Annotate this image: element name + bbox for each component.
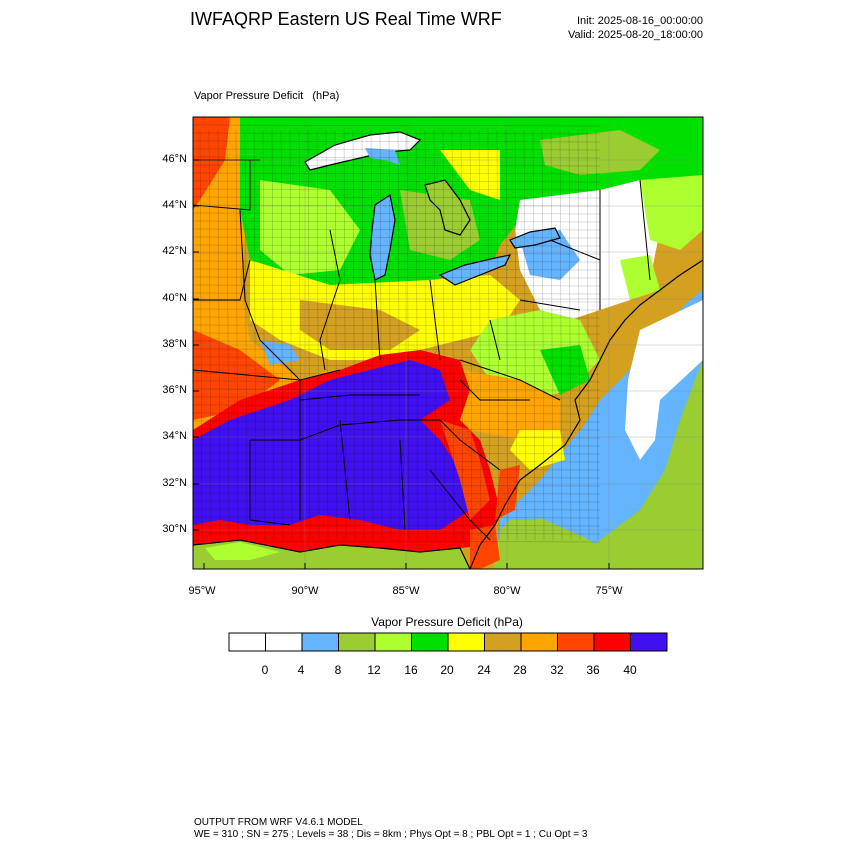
- colorbar-label-16: 16: [404, 663, 418, 677]
- lake-erie: [438, 254, 512, 286]
- gulf-of-mexico: [193, 540, 470, 569]
- lat-label-32n: 32°N: [162, 477, 187, 489]
- valid-time: Valid: 2025-08-20_18:00:00: [568, 29, 703, 41]
- colorbar-box: [447, 632, 485, 652]
- southern-new-england: [620, 255, 660, 300]
- field-label: Vapor Pressure Deficit (hPa): [194, 90, 340, 102]
- colorbar-label-32: 32: [550, 663, 564, 677]
- colorbar-box: [557, 632, 595, 652]
- michigan-yellow: [440, 150, 500, 200]
- ocean-far-east: [560, 360, 703, 569]
- carolinas-orange: [440, 370, 560, 440]
- lon-label-95w: 95°W: [188, 585, 216, 597]
- lon-label-85w: 85°W: [392, 585, 420, 597]
- county-lines: [193, 124, 601, 543]
- colorbar-box: [374, 632, 412, 652]
- lat-label-46n: 46°N: [162, 153, 187, 165]
- graticule: [193, 117, 703, 569]
- florida-panhandle: [470, 525, 500, 569]
- colorbar-box: [411, 632, 449, 652]
- axis-ticks: [193, 159, 610, 569]
- colorbar-box: [301, 632, 339, 652]
- init-time: Init: 2025-08-16_00:00:00: [577, 15, 703, 27]
- colorbar-label-12: 12: [367, 663, 381, 677]
- ontario-olive: [540, 130, 660, 175]
- colorbar-title: Vapor Pressure Deficit (hPa): [371, 615, 523, 629]
- colorbar: [228, 632, 668, 652]
- gulf-coastline: [193, 539, 471, 569]
- southeast-purple: [193, 360, 470, 530]
- colorbar-label-8: 8: [334, 663, 342, 677]
- georgia-orange-red: [440, 420, 490, 520]
- colorbar-label-24: 24: [477, 663, 491, 677]
- map-frame: [192, 116, 704, 570]
- colorbar-box: [630, 632, 668, 652]
- colorbar-label-36: 36: [586, 663, 600, 677]
- lon-label-80w: 80°W: [493, 585, 521, 597]
- ocean-white-patch: [625, 300, 703, 460]
- wisconsin-light-green: [260, 180, 360, 275]
- lake-huron: [424, 179, 471, 236]
- colorbar-box: [593, 632, 631, 652]
- lake-superior-east: [365, 148, 400, 165]
- plains-red-north: [193, 117, 230, 210]
- colorbar-label-28: 28: [513, 663, 527, 677]
- lat-label-42n: 42°N: [162, 245, 187, 257]
- colorbar-label-40: 40: [623, 663, 637, 677]
- colorbar-box: [265, 632, 303, 652]
- colorbar-box: [338, 632, 376, 652]
- ocean-coastal: [500, 410, 610, 520]
- colorbar-box: [228, 632, 266, 652]
- colorbar-box: [520, 632, 558, 652]
- run-info: Init: 2025-08-16_00:00:00 Valid: 2025-08…: [520, 14, 703, 42]
- atlantic-ocean: [493, 180, 703, 569]
- map-field: [193, 117, 703, 569]
- colorbar-label-4: 4: [297, 663, 305, 677]
- lat-label-34n: 34°N: [162, 430, 187, 442]
- missouri-blue: [260, 340, 300, 365]
- lat-label-38n: 38°N: [162, 338, 187, 350]
- carolina-coast-yellow: [510, 430, 565, 470]
- lon-label-90w: 90°W: [291, 585, 319, 597]
- colorbar-box: [484, 632, 522, 652]
- county-borders: [193, 124, 601, 543]
- lat-label-44n: 44°N: [162, 199, 187, 211]
- lon-label-75w: 75°W: [595, 585, 623, 597]
- gulf-light: [205, 542, 280, 560]
- sc-coast-red: [495, 465, 520, 520]
- lat-label-40n: 40°N: [162, 292, 187, 304]
- model-info: OUTPUT FROM WRF V4.6.1 MODEL WE = 310 ; …: [194, 817, 587, 841]
- colorbar-label-0: 0: [261, 663, 269, 677]
- new-england-green: [640, 175, 703, 250]
- virginia-green: [540, 345, 590, 395]
- ocean-south: [493, 510, 620, 569]
- model-config: WE = 310 ; SN = 275 ; Levels = 38 ; Dis …: [194, 829, 588, 840]
- colorbar-label-20: 20: [440, 663, 454, 677]
- plot-title: IWFAQRP Eastern US Real Time WRF: [190, 9, 502, 29]
- lat-label-36n: 36°N: [162, 384, 187, 396]
- plains-red-south: [193, 330, 280, 420]
- model-version: OUTPUT FROM WRF V4.6.1 MODEL: [194, 817, 363, 828]
- atlantic-coastline: [469, 259, 703, 569]
- lat-label-30n: 30°N: [162, 523, 187, 535]
